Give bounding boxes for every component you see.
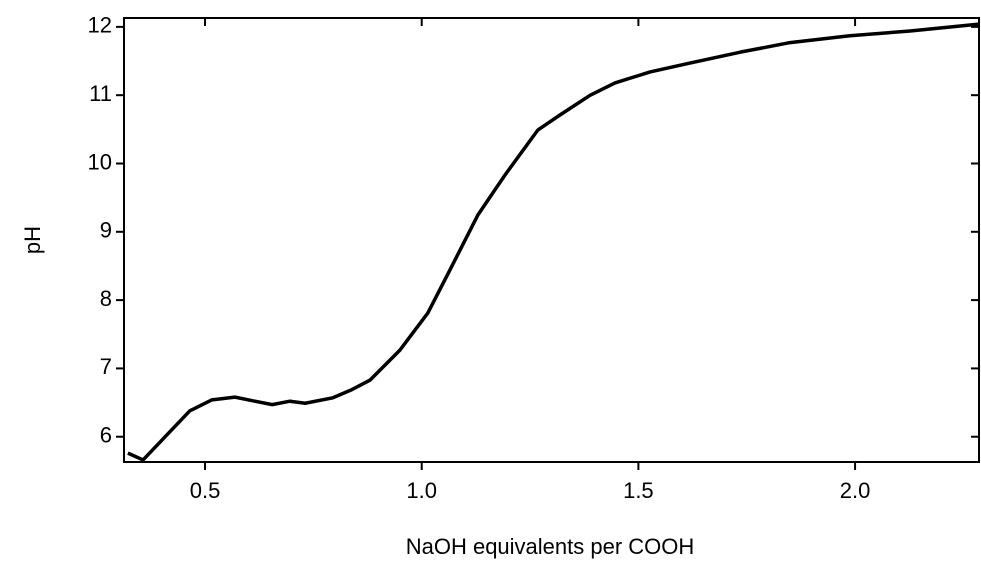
y-tick-label: 9 — [100, 218, 112, 243]
x-tick-label: 2.0 — [840, 478, 871, 503]
plot-frame — [123, 17, 980, 463]
x-tick-label: 1.0 — [406, 478, 437, 503]
x-tick-label: 0.5 — [190, 478, 221, 503]
x-axis-label: NaOH equivalents per COOH — [406, 534, 695, 559]
data-line — [127, 22, 980, 462]
y-tick-label: 7 — [100, 354, 112, 379]
y-tick-label: 8 — [100, 286, 112, 311]
x-tick-label: 1.5 — [623, 478, 654, 503]
y-tick-label: 6 — [100, 423, 112, 448]
y-tick-label: 12 — [88, 13, 112, 38]
y-tick-label: 10 — [88, 149, 112, 174]
y-tick-label: 11 — [89, 81, 112, 106]
y-axis-label: pH — [20, 226, 45, 254]
